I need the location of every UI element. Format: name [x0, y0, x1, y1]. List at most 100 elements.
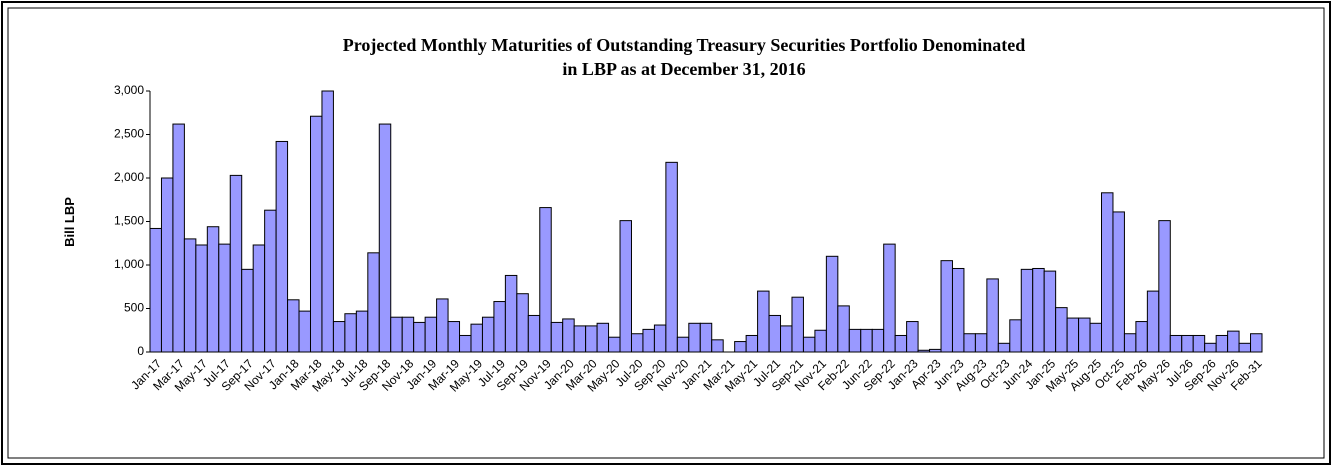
bar: [780, 325, 793, 353]
bar: [1146, 290, 1160, 353]
bar: [825, 255, 839, 353]
bar: [481, 316, 495, 353]
bar: [951, 267, 965, 353]
bar: [206, 226, 220, 353]
bar: [470, 323, 483, 353]
bar: [1009, 319, 1022, 353]
chart-subtitle: in LBP as at December 31, 2016: [562, 59, 805, 79]
bar: [653, 324, 667, 353]
bar: [562, 318, 575, 353]
y-tick-label: 3,000: [114, 83, 144, 97]
bar: [183, 238, 197, 353]
bar: [848, 328, 862, 353]
bar: [997, 342, 1011, 353]
bar: [229, 174, 243, 353]
bar: [1169, 334, 1183, 353]
bar: [1043, 270, 1057, 353]
bar: [619, 220, 632, 353]
bar: [1055, 307, 1068, 353]
y-tick-label: 2,500: [114, 127, 144, 141]
bar: [676, 336, 690, 353]
bar: [745, 334, 759, 353]
bar: [768, 314, 782, 353]
y-tick-label: 2,000: [114, 170, 144, 184]
bar: [218, 243, 231, 353]
bar: [711, 339, 724, 353]
bar: [321, 90, 334, 353]
bar: [172, 123, 185, 353]
bar: [814, 329, 827, 353]
bar: [791, 296, 804, 353]
y-tick-label: 1,500: [114, 214, 144, 228]
bar: [1112, 211, 1125, 353]
bar: [906, 321, 919, 353]
bar: [459, 334, 472, 353]
y-axis-label: Bill LBP: [62, 197, 77, 247]
inner-frame: [7, 7, 1325, 459]
bar: [309, 115, 323, 353]
bar: [401, 316, 415, 353]
bar: [1215, 334, 1229, 353]
bar: [688, 322, 701, 353]
bar: [160, 177, 174, 353]
bar: [940, 260, 953, 353]
bar: [883, 243, 896, 353]
y-tick-label: 500: [124, 301, 144, 315]
bar: [1066, 317, 1080, 353]
bar: [1192, 334, 1206, 353]
bar: [1089, 322, 1103, 353]
bar: [539, 207, 552, 353]
bar: [504, 274, 518, 353]
bar: [390, 316, 403, 353]
bar: [344, 313, 357, 353]
bar: [1020, 268, 1034, 353]
bar: [1078, 317, 1091, 353]
bar: [1032, 267, 1045, 353]
bar: [493, 301, 506, 353]
bar: [596, 322, 610, 353]
bar: [355, 310, 369, 353]
bar: [287, 299, 300, 353]
bar: [1135, 321, 1148, 353]
bar: [527, 314, 541, 353]
bar: [1238, 342, 1252, 353]
bar: [378, 123, 392, 353]
bar: [963, 333, 976, 353]
bar: [241, 268, 254, 353]
bar: [447, 321, 461, 353]
bar: [585, 325, 598, 353]
bar: [665, 161, 678, 353]
bar: [837, 305, 850, 353]
bar: [1123, 333, 1137, 353]
bar: [642, 328, 655, 353]
bar: [860, 328, 873, 353]
bar: [1181, 334, 1194, 353]
bar: [264, 209, 277, 353]
bar: [413, 321, 426, 353]
bar: [734, 341, 747, 353]
bar: [699, 322, 713, 353]
bar: [195, 244, 208, 353]
bar: [516, 293, 529, 353]
bar: [1204, 342, 1217, 353]
bar: [608, 336, 621, 353]
bar: [1227, 330, 1240, 353]
bar: [424, 316, 438, 353]
bar: [1101, 192, 1114, 353]
bar: [894, 334, 908, 353]
bar: [871, 328, 885, 353]
bar: [630, 333, 644, 353]
chart-title: Projected Monthly Maturities of Outstand…: [343, 35, 1026, 55]
bar: [986, 278, 999, 353]
bar: [436, 298, 449, 353]
bar: [802, 336, 816, 353]
y-tick-label: 0: [137, 344, 144, 358]
bar: [252, 244, 266, 353]
bar: [275, 140, 289, 353]
bar: [757, 290, 770, 353]
bar: [149, 227, 162, 353]
bar: [298, 310, 311, 353]
bar: [1158, 220, 1171, 353]
